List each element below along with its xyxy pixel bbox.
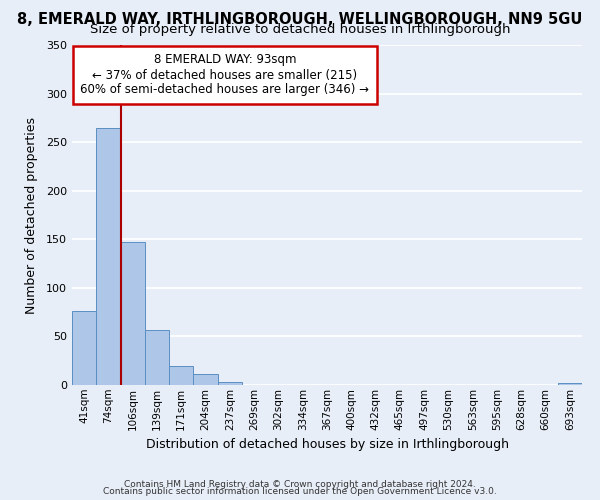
Text: 8, EMERALD WAY, IRTHLINGBOROUGH, WELLINGBOROUGH, NN9 5GU: 8, EMERALD WAY, IRTHLINGBOROUGH, WELLING… <box>17 12 583 28</box>
Text: 8 EMERALD WAY: 93sqm
← 37% of detached houses are smaller (215)
60% of semi-deta: 8 EMERALD WAY: 93sqm ← 37% of detached h… <box>80 54 370 96</box>
Bar <box>193 374 218 385</box>
Bar <box>96 128 121 385</box>
Text: Contains HM Land Registry data © Crown copyright and database right 2024.: Contains HM Land Registry data © Crown c… <box>124 480 476 489</box>
Bar <box>558 383 582 385</box>
Y-axis label: Number of detached properties: Number of detached properties <box>25 116 38 314</box>
X-axis label: Distribution of detached houses by size in Irthlingborough: Distribution of detached houses by size … <box>146 438 509 451</box>
Bar <box>145 330 169 385</box>
Bar <box>218 382 242 385</box>
Text: Size of property relative to detached houses in Irthlingborough: Size of property relative to detached ho… <box>90 22 510 36</box>
Bar <box>169 366 193 385</box>
Text: Contains public sector information licensed under the Open Government Licence v3: Contains public sector information licen… <box>103 487 497 496</box>
Bar <box>72 311 96 385</box>
Bar <box>121 242 145 385</box>
